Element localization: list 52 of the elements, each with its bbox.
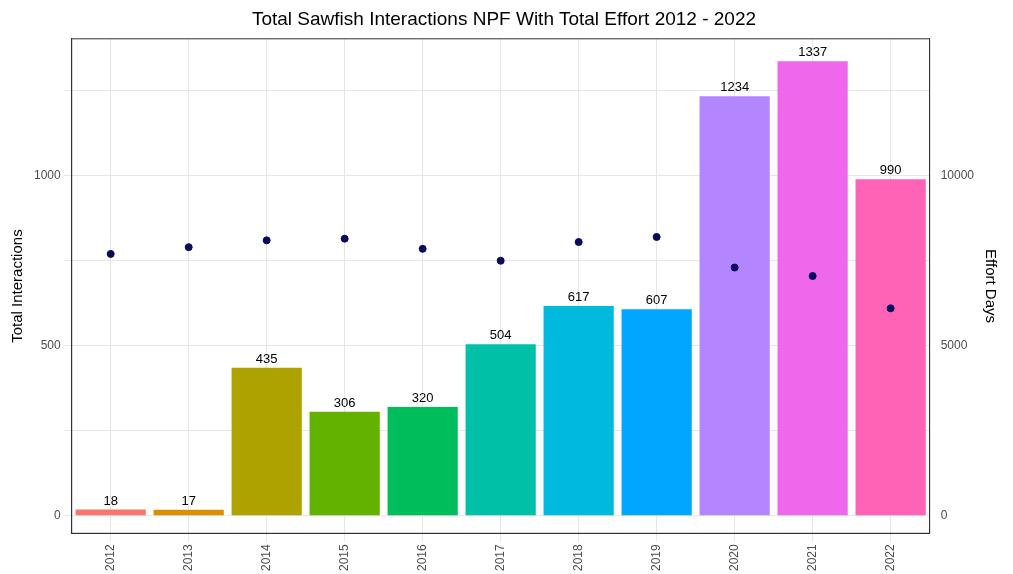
y2-tick-label: 10000 xyxy=(940,168,975,183)
x-tick-label: 2017 xyxy=(492,543,507,572)
data-label: 320 xyxy=(411,389,434,405)
x-tick-label: 2015 xyxy=(336,543,351,572)
point xyxy=(262,236,271,245)
point xyxy=(886,304,895,313)
data-label: 18 xyxy=(103,492,118,508)
bar xyxy=(699,96,770,516)
point xyxy=(652,232,661,241)
x-tick-label: 2022 xyxy=(882,543,897,572)
bar xyxy=(855,179,926,516)
data-label: 17 xyxy=(181,492,196,508)
x-tick-label: 2013 xyxy=(181,543,195,572)
y2-axis-title: Effort Days xyxy=(982,249,1000,324)
bar xyxy=(543,305,614,516)
x-tick-label: 2012 xyxy=(103,543,117,572)
data-label: 435 xyxy=(255,350,278,366)
point xyxy=(574,238,583,247)
chart-title: Total Sawfish Interactions NPF With Total Effort 2012 - 2022 xyxy=(251,7,757,29)
point xyxy=(808,272,817,281)
point xyxy=(730,263,739,272)
data-label: 1337 xyxy=(798,44,828,60)
y2-tick-label: 0 xyxy=(940,507,948,522)
bar xyxy=(153,509,224,516)
y-tick-label: 500 xyxy=(40,338,62,353)
point xyxy=(496,256,505,265)
x-tick-label: 2020 xyxy=(726,543,741,572)
y-tick-label: 1000 xyxy=(33,168,62,183)
bar xyxy=(777,61,848,516)
x-tick-label: 2014 xyxy=(258,543,273,572)
data-label: 504 xyxy=(489,327,512,343)
bar xyxy=(231,367,302,516)
data-label: 990 xyxy=(879,162,902,178)
point xyxy=(418,244,427,253)
data-label: 1234 xyxy=(720,79,750,95)
data-label: 607 xyxy=(645,292,668,308)
x-tick-label: 2018 xyxy=(570,543,585,572)
bar xyxy=(387,406,458,516)
y-tick-label: 0 xyxy=(54,507,62,522)
point xyxy=(184,243,193,252)
point xyxy=(106,249,115,258)
data-label: 617 xyxy=(567,289,590,305)
bar xyxy=(309,411,380,516)
x-tick-label: 2019 xyxy=(648,543,663,572)
y2-tick-label: 5000 xyxy=(940,338,968,353)
bar xyxy=(465,344,536,516)
bar xyxy=(621,309,692,516)
point xyxy=(340,234,349,243)
x-tick-label: 2021 xyxy=(804,543,819,572)
data-label: 306 xyxy=(333,394,356,410)
y-axis-title: Total Interactions xyxy=(8,229,26,343)
x-tick-label: 2016 xyxy=(414,543,429,572)
